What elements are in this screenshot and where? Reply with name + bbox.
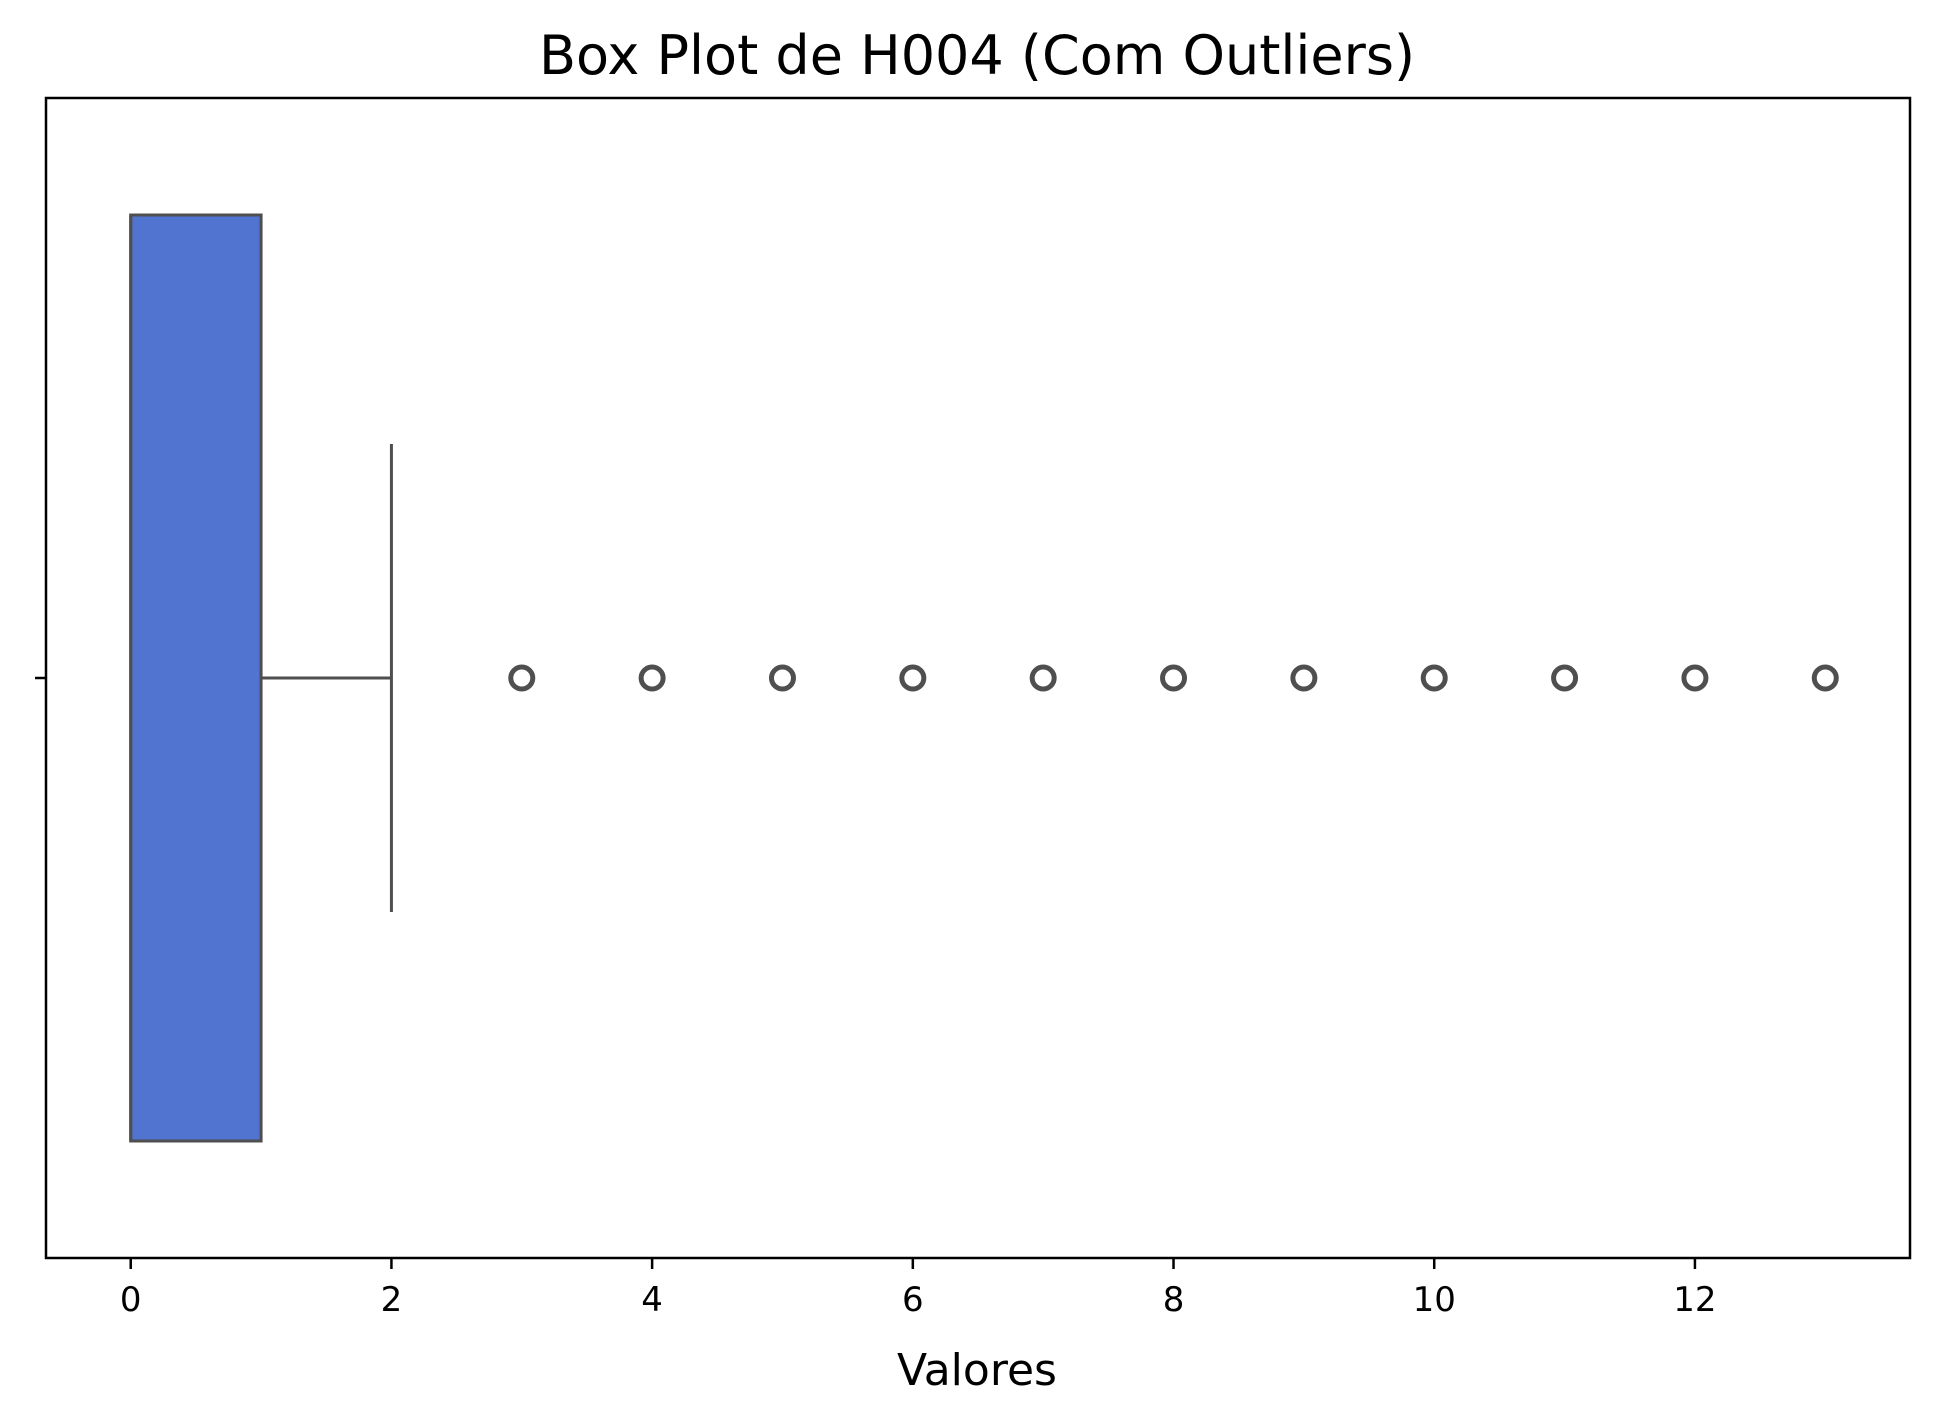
outlier-point [1160, 664, 1188, 692]
x-tick-label: 6 [902, 1280, 924, 1320]
outlier-point [1811, 664, 1839, 692]
outlier-point [1681, 664, 1709, 692]
outlier-point [1551, 664, 1579, 692]
outlier-point [638, 664, 666, 692]
x-tick-label: 4 [641, 1280, 663, 1320]
chart-title: Box Plot de H004 (Com Outliers) [539, 24, 1415, 87]
outlier-point [508, 664, 536, 692]
x-tick-label: 12 [1673, 1280, 1716, 1320]
x-tick-label: 8 [1163, 1280, 1185, 1320]
outlier-point [1029, 664, 1057, 692]
outlier-point [768, 664, 796, 692]
x-tick-label: 2 [381, 1280, 403, 1320]
outlier-point [1290, 664, 1318, 692]
plot-area [129, 213, 1839, 1143]
x-axis-label: Valores [897, 1345, 1057, 1396]
outlier-point [899, 664, 927, 692]
x-tick-label: 10 [1413, 1280, 1456, 1320]
iqr-box [129, 213, 263, 1143]
x-tick-label: 0 [120, 1280, 142, 1320]
outlier-point [1420, 664, 1448, 692]
